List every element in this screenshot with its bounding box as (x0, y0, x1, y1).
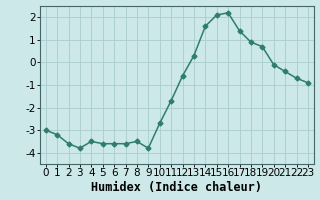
X-axis label: Humidex (Indice chaleur): Humidex (Indice chaleur) (91, 181, 262, 194)
